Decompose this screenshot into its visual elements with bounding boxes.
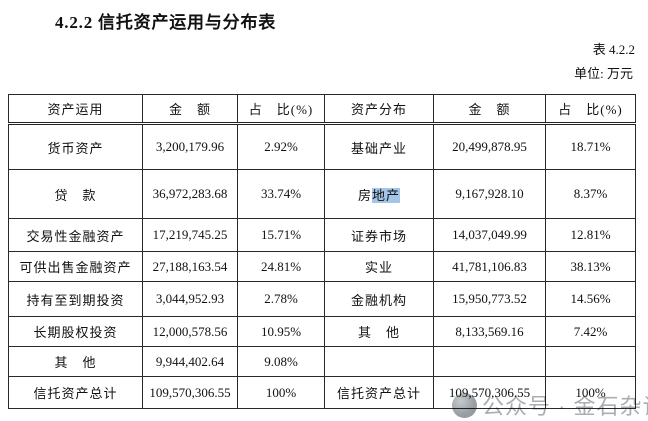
distribution-amount: 15,950,773.52 <box>433 281 546 317</box>
table-reference-label: 表 4.2.2 <box>592 42 635 57</box>
distribution-ratio: 18.71% <box>545 123 636 170</box>
distribution-ratio: 7.42% <box>545 316 636 347</box>
usage-label: 贷 款 <box>8 169 143 219</box>
usage-amount: 17,219,745.25 <box>142 218 238 252</box>
usage-ratio: 10.95% <box>237 316 325 347</box>
distribution-total-label: 信托资产总计 <box>324 376 434 409</box>
usage-amount: 12,000,578.56 <box>142 316 238 347</box>
col-header-asset-usage: 资产运用 <box>8 94 143 125</box>
table-row-total: 信托资产总计 109,570,306.55 100% 信托资产总计 109,57… <box>8 376 636 409</box>
header-row: 资产运用 金 额 占 比(%) 资产分布 金 额 占 比(%) <box>8 94 636 125</box>
usage-label: 持有至到期投资 <box>8 281 143 317</box>
selected-text: 地产 <box>372 187 401 203</box>
distribution-label: 基础产业 <box>324 123 434 170</box>
distribution-label: 房地产 <box>324 169 434 219</box>
table-row: 持有至到期投资 3,044,952.93 2.78% 金融机构 15,950,7… <box>8 281 636 317</box>
usage-total-amount: 109,570,306.55 <box>142 376 238 409</box>
table-row: 其 他 9,944,402.64 9.08% <box>8 346 636 377</box>
usage-amount: 3,200,179.96 <box>142 123 238 170</box>
usage-ratio: 2.92% <box>237 123 325 170</box>
trust-asset-table: 资产运用 金 额 占 比(%) 资产分布 金 额 占 比(%) 货币资产 3,2… <box>8 94 636 409</box>
usage-amount: 36,972,283.68 <box>142 169 238 219</box>
distribution-amount <box>433 346 546 377</box>
usage-ratio: 15.71% <box>237 218 325 252</box>
table-row: 贷 款 36,972,283.68 33.74% 房地产 9,167,928.1… <box>8 169 636 219</box>
distribution-label: 其 他 <box>324 316 434 347</box>
table-row: 货币资产 3,200,179.96 2.92% 基础产业 20,499,878.… <box>8 123 636 170</box>
distribution-total-amount: 109,570,306.55 <box>433 376 546 409</box>
distribution-ratio: 8.37% <box>545 169 636 219</box>
usage-ratio: 24.81% <box>237 251 325 282</box>
usage-total-label: 信托资产总计 <box>8 376 143 409</box>
distribution-total-ratio: 100% <box>545 376 636 409</box>
usage-label: 可供出售金融资产 <box>8 251 143 282</box>
usage-label: 长期股权投资 <box>8 316 143 347</box>
usage-label: 货币资产 <box>8 123 143 170</box>
table-row: 长期股权投资 12,000,578.56 10.95% 其 他 8,133,56… <box>8 316 636 347</box>
usage-amount: 27,188,163.54 <box>142 251 238 282</box>
distribution-ratio: 38.13% <box>545 251 636 282</box>
usage-total-ratio: 100% <box>237 376 325 409</box>
distribution-label-prefix: 房 <box>357 187 372 203</box>
unit-label: 单位: 万元 <box>574 66 633 81</box>
usage-ratio: 9.08% <box>237 346 325 377</box>
page-title: 4.2.2 信托资产运用与分布表 <box>55 13 277 32</box>
table-row: 交易性金融资产 17,219,745.25 15.71% 证券市场 14,037… <box>8 218 636 252</box>
col-header-ratio-left: 占 比(%) <box>237 94 325 125</box>
usage-amount: 3,044,952.93 <box>142 281 238 317</box>
distribution-amount: 14,037,049.99 <box>433 218 546 252</box>
col-header-ratio-right: 占 比(%) <box>545 94 636 125</box>
distribution-label <box>324 346 434 377</box>
col-header-amount-right: 金 额 <box>433 94 546 125</box>
usage-ratio: 33.74% <box>237 169 325 219</box>
distribution-ratio <box>545 346 636 377</box>
distribution-amount: 41,781,106.83 <box>433 251 546 282</box>
table-row: 可供出售金融资产 27,188,163.54 24.81% 实业 41,781,… <box>8 251 636 282</box>
distribution-amount: 20,499,878.95 <box>433 123 546 170</box>
distribution-ratio: 12.81% <box>545 218 636 252</box>
usage-ratio: 2.78% <box>237 281 325 317</box>
usage-label: 其 他 <box>8 346 143 377</box>
distribution-label: 实业 <box>324 251 434 282</box>
distribution-label: 证券市场 <box>324 218 434 252</box>
distribution-ratio: 14.56% <box>545 281 636 317</box>
usage-label: 交易性金融资产 <box>8 218 143 252</box>
distribution-amount: 8,133,569.16 <box>433 316 546 347</box>
distribution-label: 金融机构 <box>324 281 434 317</box>
col-header-asset-distribution: 资产分布 <box>324 94 434 125</box>
usage-amount: 9,944,402.64 <box>142 346 238 377</box>
col-header-amount-left: 金 额 <box>142 94 238 125</box>
distribution-amount: 9,167,928.10 <box>433 169 546 219</box>
